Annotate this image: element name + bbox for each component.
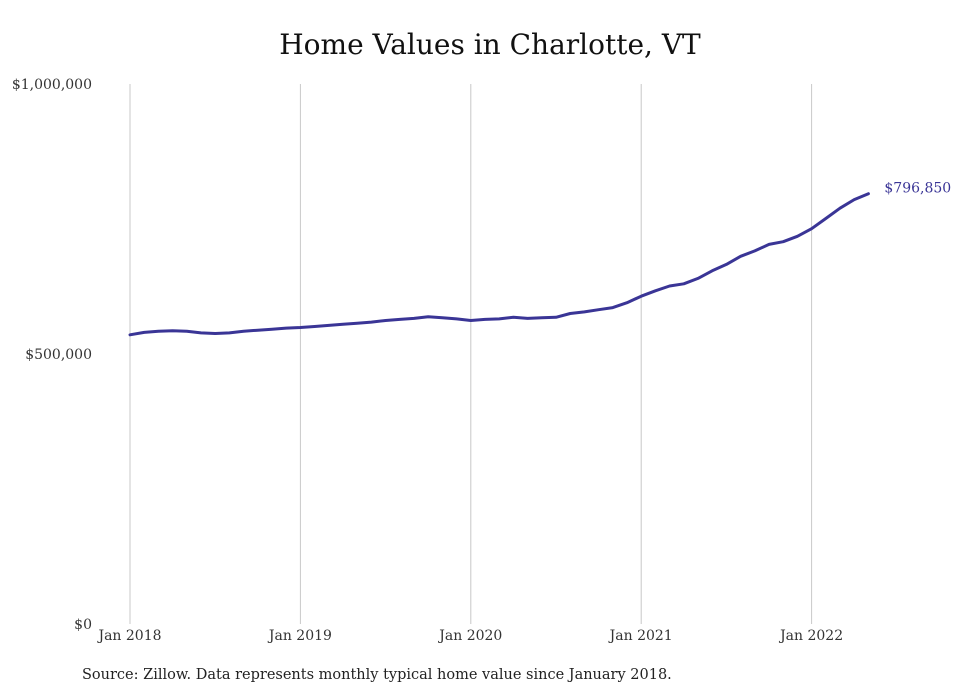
y-tick-label-2: $1,000,000 xyxy=(12,77,92,93)
end-value-label: $796,850 xyxy=(884,181,951,197)
source-note: Source: Zillow. Data represents monthly … xyxy=(82,667,672,683)
y-tick-label-0: $0 xyxy=(74,617,92,633)
x-tick-label-0: Jan 2018 xyxy=(96,628,161,644)
x-tick-label-3: Jan 2021 xyxy=(608,628,673,644)
x-axis-ticks: Jan 2018 Jan 2019 Jan 2020 Jan 2021 Jan 2022 xyxy=(96,628,843,644)
x-tick-label-4: Jan 2022 xyxy=(778,628,843,644)
x-tick-label-2: Jan 2020 xyxy=(437,628,502,644)
x-tick-label-1: Jan 2019 xyxy=(267,628,332,644)
chart-title: Home Values in Charlotte, VT xyxy=(279,28,701,61)
gridlines xyxy=(129,84,813,624)
y-tick-label-1: $500,000 xyxy=(25,347,92,363)
series-line xyxy=(128,192,870,337)
y-axis-ticks: $0 $500,000 $1,000,000 xyxy=(12,77,92,633)
